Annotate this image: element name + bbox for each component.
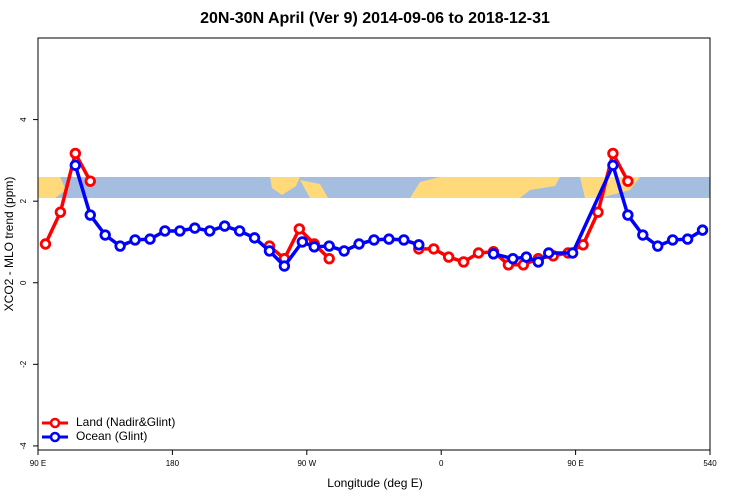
chart-title: 20N-30N April (Ver 9) 2014-09-06 to 2018… (200, 10, 550, 27)
data-point (233, 225, 246, 237)
x-tick-label: 90 E (567, 459, 583, 468)
data-point (413, 239, 425, 251)
data-point (263, 245, 276, 257)
data-point (566, 247, 579, 259)
data-point (607, 159, 619, 171)
data-point (520, 251, 533, 263)
data-point (189, 222, 201, 234)
data-point (696, 224, 709, 236)
y-tick-label: -4 (19, 442, 28, 450)
data-point (308, 241, 320, 253)
data-point (487, 248, 500, 260)
data-point (622, 175, 634, 187)
data-point (681, 233, 694, 245)
x-tick-label: 90 W (297, 459, 316, 468)
data-point (69, 147, 82, 160)
y-axis-label: XCO2 - MLO trend (ppm) (2, 177, 16, 312)
x-axis-label: Longitude (deg E) (327, 476, 422, 490)
y-tick-label: 2 (19, 198, 28, 203)
data-point (577, 239, 589, 251)
data-point (543, 247, 555, 259)
data-point (457, 256, 470, 268)
data-point (323, 240, 335, 252)
data-point (84, 209, 96, 221)
data-point (84, 175, 96, 187)
legend-marker (49, 417, 61, 429)
x-tick-label: 180 (166, 459, 180, 468)
data-point (368, 234, 380, 246)
data-point (338, 245, 350, 257)
data-point (383, 233, 395, 245)
data-point (622, 209, 634, 221)
data-point (69, 159, 82, 171)
y-tick-label: -2 (19, 360, 28, 368)
data-point (592, 206, 604, 218)
data-point (442, 251, 455, 263)
data-point (129, 234, 141, 246)
data-point (296, 236, 309, 248)
data-point (323, 252, 335, 265)
data-point (174, 225, 186, 237)
data-point (278, 260, 291, 272)
map-strip (38, 177, 710, 198)
data-point (637, 229, 649, 241)
x-tick-label: 0 (439, 459, 444, 468)
data-point (428, 243, 440, 255)
data-point (159, 225, 171, 237)
data-point (652, 240, 664, 252)
data-point (144, 233, 156, 245)
data-point (54, 206, 67, 218)
data-point (218, 220, 231, 232)
data-point (248, 232, 261, 244)
data-point (532, 256, 544, 268)
y-tick-label: 4 (19, 117, 28, 122)
data-point (114, 240, 126, 252)
data-point (507, 252, 519, 265)
data-point (293, 223, 306, 235)
data-point (607, 147, 619, 160)
x-tick-label: 540 (703, 459, 717, 468)
y-tick-label: 0 (19, 280, 28, 285)
legend-label: Ocean (Glint) (76, 429, 147, 443)
data-point (39, 238, 52, 250)
legend-label: Land (Nadir&Glint) (76, 415, 175, 429)
x-tick-label: 90 E (30, 459, 46, 468)
data-point (99, 229, 111, 241)
legend-marker (49, 431, 61, 443)
data-point (204, 225, 216, 237)
series-line (43, 148, 92, 245)
data-point (472, 247, 485, 259)
data-point (353, 238, 365, 250)
data-point (398, 234, 410, 246)
data-point (666, 234, 679, 246)
plot-frame (37, 37, 711, 451)
